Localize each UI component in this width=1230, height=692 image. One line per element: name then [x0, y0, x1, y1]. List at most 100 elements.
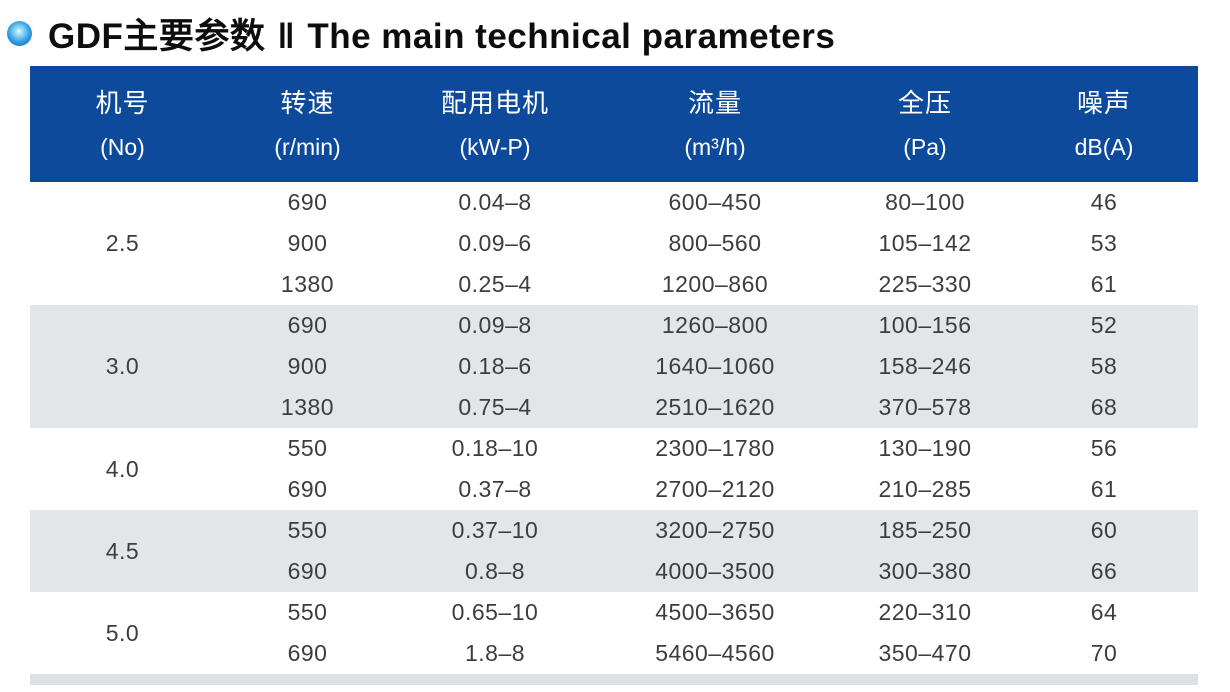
header-speed-cn: 转速	[280, 87, 335, 118]
table-cell: 66	[1010, 551, 1198, 592]
table-cell: 158–246	[840, 346, 1010, 387]
table-cell: 690	[215, 182, 400, 223]
table-cell: 1380	[215, 387, 400, 428]
table-row: 690 0.37–8 2700–2120 210–285 61	[30, 469, 1198, 510]
table-cell: 350–470	[840, 633, 1010, 674]
table-row: 690 0.8–8 4000–3500 300–380 66	[30, 551, 1198, 592]
parameters-table: 机号 (No) 转速 (r/min) 配用电机 (kW-P) 流量 (m³/h)…	[30, 66, 1198, 674]
table-body: 2.5 690 0.04–8 600–450 80–100 46 900 0.0…	[30, 182, 1198, 674]
table-row: 690 1.8–8 5460–4560 350–470 70	[30, 633, 1198, 674]
header-no-cn: 机号	[95, 87, 150, 118]
table-cell: 2700–2120	[590, 469, 840, 510]
title-divider: ‖	[277, 16, 296, 56]
table-row: 4.5 550 0.37–10 3200–2750 185–250 60	[30, 510, 1198, 592]
table-cell: 550	[215, 592, 400, 633]
table-cell: 0.09–6	[400, 223, 590, 264]
table-cell: 1640–1060	[590, 346, 840, 387]
table-cell: 1200–860	[590, 264, 840, 305]
group-label-5-0: 5.0	[30, 592, 215, 674]
header-cell-pressure: 全压 (Pa)	[840, 66, 1010, 182]
table-cell: 61	[1010, 469, 1198, 510]
table-cell: 52	[1010, 305, 1198, 346]
table-cell: 0.37–10	[400, 510, 590, 551]
table-cell: 4500–3650	[590, 592, 840, 633]
table-cell: 68	[1010, 387, 1198, 428]
table-cell: 900	[215, 223, 400, 264]
table-cell: 690	[215, 305, 400, 346]
table-cell: 1.8–8	[400, 633, 590, 674]
table-cell: 900	[215, 346, 400, 387]
table-cell: 0.75–4	[400, 387, 590, 428]
title-cn: GDF主要参数	[48, 16, 266, 56]
table-cell: 58	[1010, 346, 1198, 387]
table-cell: 1260–800	[590, 305, 840, 346]
header-cell-flow: 流量 (m³/h)	[590, 66, 840, 182]
next-row-band-edge	[30, 674, 1198, 685]
header-cell-motor: 配用电机 (kW-P)	[400, 66, 590, 182]
table-cell: 80–100	[840, 182, 1010, 223]
group-label-2-5: 2.5	[30, 182, 215, 305]
table-row: 5.0 550 0.65–10 4500–3650 220–310 64	[30, 592, 1198, 674]
table-row: 1380 0.75–4 2510–1620 370–578 68	[30, 387, 1198, 428]
table-cell: 61	[1010, 264, 1198, 305]
table-cell: 0.37–8	[400, 469, 590, 510]
header-no-unit: (No)	[100, 133, 145, 160]
table-cell: 70	[1010, 633, 1198, 674]
table-cell: 800–560	[590, 223, 840, 264]
table-row: 900 0.18–6 1640–1060 158–246 58	[30, 346, 1198, 387]
group-label-4-5: 4.5	[30, 510, 215, 592]
header-noise-unit: dB(A)	[1074, 133, 1134, 160]
table-cell: 0.65–10	[400, 592, 590, 633]
table-cell: 690	[215, 551, 400, 592]
header-noise-cn: 噪声	[1076, 87, 1131, 118]
table-cell: 2300–1780	[590, 428, 840, 469]
header-cell-speed: 转速 (r/min)	[215, 66, 400, 182]
table-cell: 5460–4560	[590, 633, 840, 674]
header-cell-noise: 噪声 dB(A)	[1010, 66, 1198, 182]
header-pressure-cn: 全压	[897, 87, 952, 118]
table-row: 3.0 690 0.09–8 1260–800 100–156 52	[30, 305, 1198, 428]
title-en: The main technical parameters	[307, 16, 836, 56]
table-cell: 690	[215, 633, 400, 674]
table-cell: 690	[215, 469, 400, 510]
header-flow-cn: 流量	[687, 87, 742, 118]
page-title: GDF主要参数 ‖ The main technical parameters	[0, 0, 1230, 56]
table-cell: 300–380	[840, 551, 1010, 592]
header-speed-unit: (r/min)	[274, 133, 341, 160]
table-cell: 56	[1010, 428, 1198, 469]
table-cell: 0.09–8	[400, 305, 590, 346]
table-cell: 370–578	[840, 387, 1010, 428]
title-bullet-icon	[7, 20, 32, 46]
table-cell: 0.18–10	[400, 428, 590, 469]
table-cell: 130–190	[840, 428, 1010, 469]
header-cell-no: 机号 (No)	[30, 66, 215, 182]
table-cell: 550	[215, 428, 400, 469]
header-flow-unit: (m³/h)	[684, 133, 746, 160]
header-motor-unit: (kW-P)	[459, 133, 531, 160]
table-cell: 105–142	[840, 223, 1010, 264]
table-cell: 64	[1010, 592, 1198, 633]
table-cell: 225–330	[840, 264, 1010, 305]
table-cell: 0.18–6	[400, 346, 590, 387]
header-row: 机号 (No) 转速 (r/min) 配用电机 (kW-P) 流量 (m³/h)…	[30, 66, 1198, 182]
table-header: 机号 (No) 转速 (r/min) 配用电机 (kW-P) 流量 (m³/h)…	[30, 66, 1198, 182]
group-label-4-0: 4.0	[30, 428, 215, 510]
table-cell: 600–450	[590, 182, 840, 223]
table-cell: 0.04–8	[400, 182, 590, 223]
page-title-text: GDF主要参数 ‖ The main technical parameters	[48, 8, 835, 59]
table-cell: 1380	[215, 264, 400, 305]
table-cell: 550	[215, 510, 400, 551]
table-cell: 46	[1010, 182, 1198, 223]
header-pressure-unit: (Pa)	[903, 133, 947, 160]
header-motor-cn: 配用电机	[440, 87, 549, 118]
table-cell: 220–310	[840, 592, 1010, 633]
group-label-3-0: 3.0	[30, 305, 215, 428]
table-cell: 185–250	[840, 510, 1010, 551]
table-cell: 210–285	[840, 469, 1010, 510]
table-cell: 100–156	[840, 305, 1010, 346]
table-row: 900 0.09–6 800–560 105–142 53	[30, 223, 1198, 264]
table-cell: 0.8–8	[400, 551, 590, 592]
table-cell: 3200–2750	[590, 510, 840, 551]
table-cell: 4000–3500	[590, 551, 840, 592]
